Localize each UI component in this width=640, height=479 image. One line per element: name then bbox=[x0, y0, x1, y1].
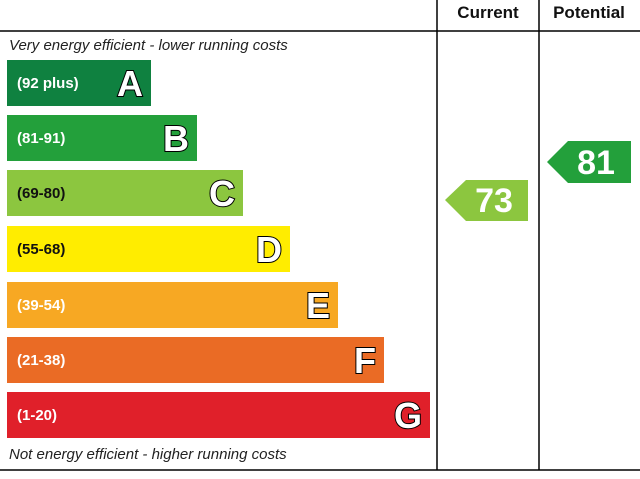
arrow bbox=[445, 180, 528, 221]
bands: (92 plus) A (81-91) B (69-80) C (55-68) D (39-54… bbox=[7, 60, 430, 438]
band-range: (21-38) bbox=[17, 352, 65, 369]
band-range: (39-54) bbox=[17, 297, 65, 314]
band-range: (69-80) bbox=[17, 185, 65, 202]
band-range: (81-91) bbox=[17, 130, 65, 147]
band-letter: F bbox=[354, 340, 376, 381]
band-letter: A bbox=[117, 63, 143, 104]
potential-arrow: 81 bbox=[547, 141, 631, 183]
potential-header: Potential bbox=[553, 3, 625, 22]
band-bar bbox=[7, 170, 243, 216]
band-range: (55-68) bbox=[17, 241, 65, 258]
band-letter: C bbox=[209, 173, 235, 214]
band-bar bbox=[7, 60, 151, 106]
band-bar bbox=[7, 115, 197, 161]
band-letter: B bbox=[163, 118, 189, 159]
band-range: (1-20) bbox=[17, 407, 57, 424]
potential-value: 81 bbox=[577, 144, 615, 182]
band-letter: G bbox=[394, 395, 422, 436]
current-value: 73 bbox=[475, 182, 513, 220]
band-bar bbox=[7, 282, 338, 328]
band-bar bbox=[7, 226, 290, 272]
arrow bbox=[547, 141, 631, 183]
current-header: Current bbox=[457, 3, 519, 22]
band-letter: E bbox=[306, 285, 330, 326]
band-bar bbox=[7, 392, 430, 438]
top-note: Very energy efficient - lower running co… bbox=[9, 37, 288, 54]
band-letter: D bbox=[256, 229, 282, 270]
band-range: (92 plus) bbox=[17, 75, 79, 92]
band-bar bbox=[7, 337, 384, 383]
bottom-note: Not energy efficient - higher running co… bbox=[9, 446, 287, 463]
current-arrow: 73 bbox=[445, 180, 528, 221]
